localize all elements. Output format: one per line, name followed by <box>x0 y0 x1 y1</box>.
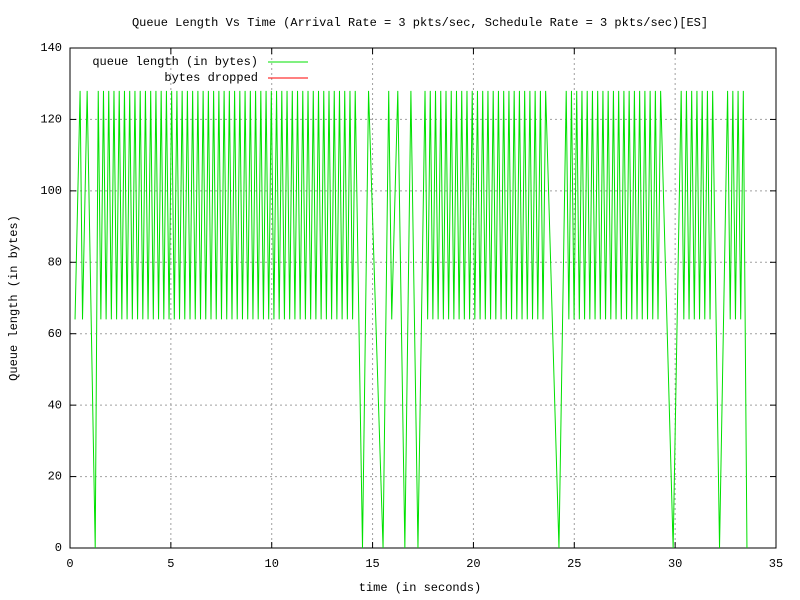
y-axis-label: Queue length (in bytes) <box>7 215 21 381</box>
x-tick-label: 25 <box>567 557 581 571</box>
x-tick-label: 35 <box>769 557 783 571</box>
x-tick-label: 5 <box>167 557 174 571</box>
legend-label: queue length (in bytes) <box>92 55 258 69</box>
y-tick-label: 80 <box>48 255 62 269</box>
legend-label: bytes dropped <box>164 71 258 85</box>
y-tick-label: 100 <box>40 184 62 198</box>
y-tick-label: 60 <box>48 327 62 341</box>
x-axis-label: time (in seconds) <box>359 581 481 595</box>
x-tick-label: 20 <box>466 557 480 571</box>
plot-frame <box>69 47 777 549</box>
y-tick-label: 40 <box>48 398 62 412</box>
y-tick-label: 20 <box>48 470 62 484</box>
chart-title: Queue Length Vs Time (Arrival Rate = 3 p… <box>132 16 708 30</box>
y-tick-label: 0 <box>55 541 62 555</box>
x-tick-label: 15 <box>365 557 379 571</box>
x-tick-label: 10 <box>265 557 279 571</box>
y-tick-label: 140 <box>40 41 62 55</box>
x-tick-label: 0 <box>66 557 73 571</box>
y-tick-label: 120 <box>40 113 62 127</box>
data-line <box>74 90 748 549</box>
x-tick-label: 30 <box>668 557 682 571</box>
